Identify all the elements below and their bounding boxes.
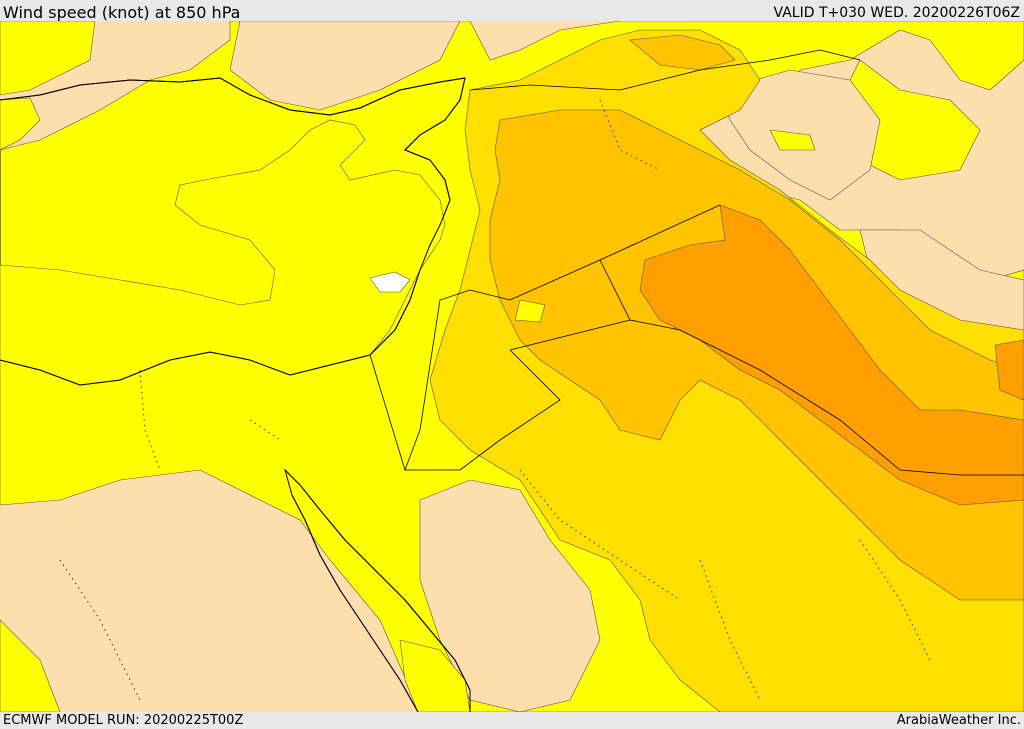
border-lines <box>369 49 1024 476</box>
coastline-turkey <box>0 77 466 116</box>
coastline-levant <box>369 77 466 356</box>
header-bar: Wind speed (knot) at 850 hPa VALID T+030… <box>0 0 1024 22</box>
credit: ArabiaWeather Inc. <box>896 713 1021 728</box>
model-run: ECMWF MODEL RUN: 20200225T00Z <box>3 713 244 728</box>
calm-patch-arabia <box>419 479 601 712</box>
strong-wind-zone <box>639 204 1024 506</box>
map-title: Wind speed (knot) at 850 hPa <box>3 3 241 22</box>
footer-bar: ECMWF MODEL RUN: 20200225T00Z ArabiaWeat… <box>0 712 1024 729</box>
light-wind-red-sea <box>399 639 471 712</box>
strong-wind-patch <box>994 339 1024 401</box>
valid-time: VALID T+030 WED. 20200226T06Z <box>773 5 1020 21</box>
light-wind-patch-iran <box>769 129 816 151</box>
weather-map[interactable] <box>0 21 1024 712</box>
light-wind-sea-west <box>0 97 41 151</box>
coastline-egypt <box>0 351 371 386</box>
sea-island-white <box>369 271 411 293</box>
admin-boundaries <box>59 99 931 701</box>
calm-patch-north <box>229 21 461 111</box>
light-wind-patch-jordan <box>514 299 546 323</box>
fresh-wind-zone-north <box>629 34 736 71</box>
coastline-red-sea <box>284 469 471 712</box>
